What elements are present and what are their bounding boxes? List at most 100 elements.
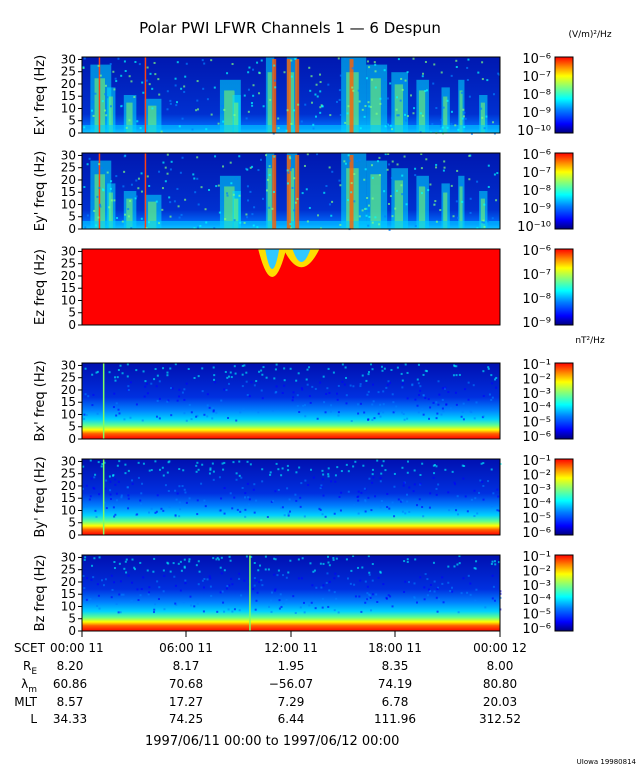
noise-speck bbox=[380, 365, 383, 368]
noise-speck bbox=[275, 385, 278, 388]
noise-speck bbox=[196, 226, 199, 229]
noise-speck bbox=[391, 393, 394, 396]
noise-speck bbox=[250, 555, 253, 558]
y-axis-label: Ex' freq (Hz) bbox=[33, 55, 48, 135]
noise-speck bbox=[346, 199, 349, 202]
noise-speck bbox=[453, 364, 456, 367]
ephemeris-value: 1.95 bbox=[278, 659, 305, 673]
ephemeris-label-sub: E bbox=[31, 667, 37, 677]
noise-speck bbox=[212, 366, 215, 369]
noise-speck bbox=[462, 477, 465, 480]
noise-speck bbox=[456, 495, 459, 498]
noise-speck bbox=[201, 367, 204, 370]
noise-speck bbox=[209, 468, 212, 471]
noise-speck bbox=[135, 513, 138, 516]
noise-speck bbox=[436, 586, 439, 589]
noise-speck bbox=[422, 413, 425, 416]
y-tick-label: 25 bbox=[61, 371, 76, 385]
noise-speck bbox=[128, 75, 131, 78]
noise-speck bbox=[406, 500, 409, 503]
noise-speck bbox=[273, 573, 276, 576]
y-tick-label: 0 bbox=[68, 528, 76, 542]
noise-speck bbox=[323, 401, 326, 404]
noise-speck bbox=[413, 469, 416, 472]
noise-speck bbox=[349, 582, 352, 585]
noise-speck bbox=[96, 412, 99, 415]
colorbar-label: 10⁻³ bbox=[522, 579, 551, 594]
noise-speck bbox=[487, 164, 490, 167]
noise-speck bbox=[206, 404, 209, 407]
noise-speck bbox=[206, 98, 209, 101]
noise-speck bbox=[151, 107, 154, 110]
noise-speck bbox=[94, 509, 97, 512]
noise-speck bbox=[357, 512, 360, 515]
noise-speck bbox=[234, 372, 237, 375]
noise-speck bbox=[169, 367, 172, 370]
noise-speck bbox=[168, 505, 171, 508]
noise-speck bbox=[435, 487, 438, 490]
noise-speck bbox=[123, 567, 126, 570]
noise-speck bbox=[82, 465, 85, 468]
panel-frame bbox=[81, 152, 501, 230]
noise-speck bbox=[162, 474, 165, 477]
noise-speck bbox=[327, 467, 330, 470]
noise-speck bbox=[235, 478, 238, 481]
noise-speck bbox=[226, 585, 229, 588]
noise-speck bbox=[462, 402, 465, 405]
noise-speck bbox=[135, 195, 138, 198]
noise-speck bbox=[176, 399, 179, 402]
noise-speck bbox=[456, 563, 459, 566]
ephemeris-label: MLT bbox=[14, 695, 37, 709]
noise-speck bbox=[205, 128, 208, 131]
noise-speck bbox=[256, 591, 259, 594]
noise-speck bbox=[327, 605, 330, 608]
noise-speck bbox=[466, 66, 469, 69]
noise-speck bbox=[417, 411, 420, 414]
noise-speck bbox=[317, 214, 320, 217]
noise-speck bbox=[264, 555, 267, 558]
intense-event bbox=[286, 59, 291, 133]
noise-speck bbox=[319, 381, 322, 384]
y-tick-label: 25 bbox=[61, 467, 76, 481]
noise-speck bbox=[403, 481, 406, 484]
noise-speck bbox=[196, 513, 199, 516]
noise-speck bbox=[390, 368, 393, 371]
noise-speck bbox=[127, 497, 130, 500]
noise-speck bbox=[358, 100, 361, 103]
noise-speck bbox=[187, 367, 190, 370]
noise-speck bbox=[213, 226, 216, 229]
noise-speck bbox=[155, 385, 158, 388]
noise-speck bbox=[325, 392, 328, 395]
noise-speck bbox=[239, 411, 242, 414]
noise-speck bbox=[280, 605, 283, 608]
noise-speck bbox=[375, 593, 378, 596]
noise-speck bbox=[412, 57, 415, 60]
burst-core bbox=[288, 72, 295, 133]
noise-speck bbox=[308, 366, 311, 369]
noise-speck bbox=[463, 126, 466, 129]
noise-speck bbox=[142, 370, 145, 373]
noise-speck bbox=[190, 418, 193, 421]
spike-line bbox=[249, 555, 251, 631]
noise-speck bbox=[447, 491, 450, 494]
noise-speck bbox=[212, 557, 215, 560]
noise-speck bbox=[161, 187, 164, 190]
y-tick-label: 0 bbox=[68, 432, 76, 446]
noise-speck bbox=[333, 577, 336, 580]
y-tick-label: 30 bbox=[61, 358, 76, 372]
noise-speck bbox=[179, 560, 182, 563]
noise-speck bbox=[154, 368, 157, 371]
noise-speck bbox=[206, 578, 209, 581]
noise-speck bbox=[364, 168, 367, 171]
colorbar-label: 10⁻¹⁰ bbox=[517, 124, 551, 139]
noise-speck bbox=[150, 382, 153, 385]
noise-speck bbox=[379, 415, 382, 418]
noise-speck bbox=[104, 93, 107, 96]
noise-speck bbox=[95, 371, 98, 374]
noise-speck bbox=[384, 153, 387, 156]
noise-speck bbox=[287, 514, 290, 517]
y-tick-label: 25 bbox=[61, 257, 76, 271]
noise-speck bbox=[157, 598, 160, 601]
